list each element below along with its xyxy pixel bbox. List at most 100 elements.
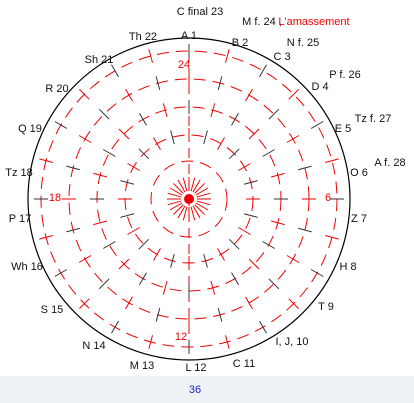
tick — [238, 227, 251, 235]
center-spoke — [195, 202, 209, 211]
tick — [138, 148, 150, 160]
tick — [262, 241, 275, 249]
position-label: M 13 — [130, 360, 154, 372]
center-spoke — [182, 177, 188, 192]
tick — [118, 258, 130, 270]
position-label: H 8 — [339, 261, 356, 273]
tick — [231, 113, 239, 126]
tick — [155, 76, 161, 90]
position-label: B 2 — [232, 37, 249, 49]
footer-band — [0, 376, 414, 403]
tick — [153, 248, 161, 261]
tick — [111, 64, 119, 78]
position-label: Wh 16 — [11, 261, 43, 273]
tick — [93, 220, 108, 226]
tick — [125, 296, 133, 310]
tick — [79, 89, 90, 100]
position-label: L'amassement — [278, 16, 349, 28]
tick — [245, 296, 253, 310]
center-spoke — [196, 200, 211, 206]
position-label: O 6 — [350, 167, 368, 179]
position-label: T 9 — [318, 301, 334, 313]
tick — [298, 227, 312, 233]
decoration — [34, 44, 344, 354]
center-dot — [184, 194, 194, 204]
tick — [248, 258, 260, 270]
tick — [225, 335, 230, 349]
position-label: A f. 28 — [374, 157, 405, 169]
tick — [248, 128, 260, 140]
center-spoke — [167, 200, 182, 206]
center-spoke — [182, 206, 188, 221]
tick — [243, 180, 258, 185]
center-spoke — [177, 179, 186, 193]
tick — [148, 49, 153, 63]
tick — [66, 165, 80, 171]
center-spoke — [167, 192, 182, 198]
center-spoke — [194, 204, 205, 215]
inner-label: 6 — [325, 192, 331, 204]
tick — [288, 298, 299, 309]
tick — [286, 255, 300, 263]
tick — [310, 269, 324, 277]
tick — [118, 128, 130, 140]
center-spoke — [194, 183, 205, 194]
tick — [298, 165, 312, 171]
center-spoke — [190, 177, 196, 192]
tick — [245, 88, 253, 102]
position-label: Tz 18 — [5, 167, 33, 179]
tick — [39, 158, 53, 163]
position-label: L 12 — [185, 362, 206, 374]
tick — [286, 135, 300, 143]
tick — [162, 280, 168, 295]
tick — [268, 278, 280, 290]
tick — [203, 130, 208, 145]
position-label: Th 22 — [129, 31, 157, 43]
position-label: D 4 — [311, 81, 328, 93]
tick — [148, 335, 153, 349]
tick — [120, 213, 135, 218]
center-spoke — [192, 179, 201, 193]
tick — [228, 148, 240, 160]
tick — [66, 227, 80, 233]
tick — [127, 163, 140, 171]
tick — [111, 320, 119, 334]
tick — [203, 253, 208, 268]
tick — [210, 280, 216, 295]
tick — [125, 88, 133, 102]
tick — [238, 163, 251, 171]
position-label: N 14 — [82, 340, 105, 352]
center-spoke — [195, 187, 209, 196]
center-spoke — [169, 187, 183, 196]
tick — [153, 137, 161, 150]
tick — [325, 158, 339, 163]
position-label: R 20 — [45, 83, 68, 95]
position-label: M f. 24 , — [242, 16, 282, 28]
tick — [259, 320, 267, 334]
tick — [217, 308, 223, 322]
tick — [78, 135, 92, 143]
tick — [288, 89, 299, 100]
position-label: Sh 21 — [85, 54, 114, 66]
center-spoke — [173, 183, 184, 194]
position-label: Tz f. 27 — [355, 113, 392, 125]
tick — [54, 121, 68, 129]
tick — [139, 272, 147, 285]
tick — [268, 108, 280, 120]
tick — [170, 130, 175, 145]
tick — [155, 308, 161, 322]
position-label: Q 19 — [18, 123, 42, 135]
tick — [270, 172, 285, 178]
tick — [210, 103, 216, 118]
tick — [325, 235, 339, 240]
position-label: E 5 — [335, 123, 352, 135]
tick — [138, 238, 150, 250]
tick — [243, 213, 258, 218]
tick — [262, 149, 275, 157]
center-spoke — [177, 205, 186, 219]
tick — [54, 269, 68, 277]
tick — [120, 180, 135, 185]
tick — [228, 238, 240, 250]
